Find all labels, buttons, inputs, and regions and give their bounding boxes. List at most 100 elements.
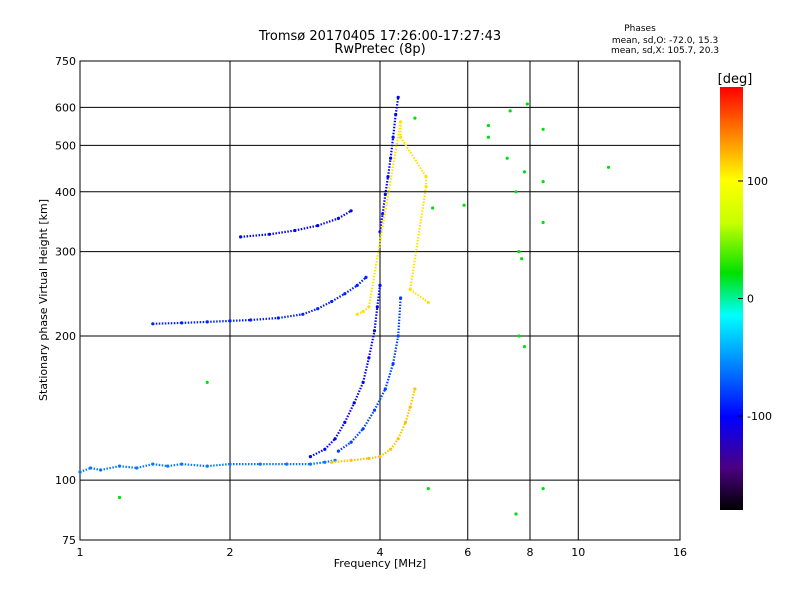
data-point-s8-6 bbox=[486, 135, 490, 139]
trace-segment-s2-7 bbox=[397, 297, 402, 337]
data-point-s8-4 bbox=[541, 487, 545, 491]
trace-segment-s6-4 bbox=[386, 158, 392, 177]
y-tick-label: 750 bbox=[55, 55, 76, 68]
trace-segment-s5-5 bbox=[337, 209, 352, 220]
trace-segment-s4-11 bbox=[356, 276, 367, 287]
trace-segment-s2-3 bbox=[362, 409, 376, 430]
y-tick-label: 500 bbox=[55, 139, 76, 152]
trace-segment-s0-9 bbox=[207, 463, 231, 468]
scatter-points bbox=[78, 95, 611, 516]
trace-segment-s4-9 bbox=[331, 292, 346, 303]
trace-segment-s7-2 bbox=[362, 306, 370, 313]
data-point-s5-5 bbox=[349, 209, 353, 213]
trace-segment-s7-5 bbox=[399, 136, 428, 178]
y-tick-label: 300 bbox=[55, 246, 76, 259]
colorbar-tick-label: 100 bbox=[747, 175, 768, 188]
data-point-s8-19 bbox=[431, 206, 435, 210]
trace-segment-s6-5 bbox=[389, 137, 395, 159]
colorbar-tick-label: -100 bbox=[747, 410, 772, 423]
trace-segment-s4-10 bbox=[344, 284, 358, 295]
y-axis-label: Stationary phase Virtual Height [km] bbox=[37, 199, 50, 401]
trace-segment-s7-7 bbox=[409, 186, 428, 290]
trace-segment-s5-4 bbox=[317, 217, 339, 227]
trace-segment-s3-4 bbox=[379, 448, 392, 458]
trace-segment-s1-1 bbox=[309, 448, 326, 458]
data-point-s8-5 bbox=[486, 123, 490, 128]
x-tick-label: 2 bbox=[227, 546, 234, 559]
trace-segment-s4-7 bbox=[302, 307, 319, 316]
trace-segment-s1-2 bbox=[324, 438, 336, 451]
grid-lines bbox=[80, 61, 680, 540]
data-point-s8-20 bbox=[462, 203, 466, 207]
legend-line-x: mean, sd,X: 105.7, 20.3 bbox=[611, 46, 719, 56]
x-tick-label: 8 bbox=[527, 546, 534, 559]
trace-segment-s5-1 bbox=[240, 233, 270, 238]
data-point-s8-21 bbox=[514, 190, 518, 194]
trace-segment-s7-8 bbox=[409, 288, 429, 304]
data-point-s8-0 bbox=[117, 495, 122, 500]
colorbar-ticks: 100 0 -100 bbox=[738, 175, 772, 423]
data-point-s8-8 bbox=[525, 102, 529, 106]
trace-segment-s3-8 bbox=[409, 388, 416, 408]
data-point-s8-2 bbox=[426, 487, 430, 491]
trace-segment-s1-6 bbox=[362, 357, 370, 383]
trace-segment-s1-3 bbox=[334, 421, 346, 440]
data-point-s8-11 bbox=[522, 170, 527, 174]
x-tick-label: 6 bbox=[464, 546, 471, 559]
chart-subtitle: RwPretec (8p) bbox=[334, 42, 425, 57]
legend-line-o: mean, sd,O: -72.0, 15.3 bbox=[612, 36, 718, 46]
colorbar-label: [deg] bbox=[718, 72, 753, 87]
y-tick-label: 400 bbox=[55, 186, 76, 199]
trace-segment-s1-4 bbox=[343, 402, 356, 423]
data-point-s8-10 bbox=[505, 156, 509, 160]
data-point-s8-7 bbox=[508, 109, 512, 113]
trace-segment-s4-2 bbox=[181, 320, 208, 324]
data-point-s8-13 bbox=[517, 250, 521, 254]
trace-segment-s4-1 bbox=[152, 321, 182, 325]
y-tick-label: 100 bbox=[55, 474, 76, 487]
x-tick-label: 16 bbox=[673, 546, 687, 559]
trace-segment-s1-8 bbox=[373, 306, 379, 331]
y-tick-label: 600 bbox=[55, 101, 76, 114]
trace-segment-s4-6 bbox=[278, 313, 303, 320]
x-tick-label: 4 bbox=[377, 546, 384, 559]
trace-segment-s6-6 bbox=[392, 114, 397, 138]
trace-segment-s1-5 bbox=[353, 381, 365, 404]
trace-segment-s6-2 bbox=[381, 194, 387, 214]
data-point-s8-9 bbox=[541, 127, 545, 131]
colorbar-tick-label: 0 bbox=[747, 293, 754, 306]
data-point-s8-18 bbox=[606, 165, 611, 169]
x-axis-ticks: 1 2 4 6 8 10 16 bbox=[77, 546, 688, 559]
trace-segment-s6-1 bbox=[378, 213, 384, 232]
trace-segment-s0-6 bbox=[152, 463, 168, 468]
trace-segment-s3-5 bbox=[389, 438, 400, 450]
trace-segment-s4-3 bbox=[207, 319, 231, 323]
data-point-s8-3 bbox=[514, 512, 518, 516]
data-point-s8-1 bbox=[205, 380, 209, 384]
legend-title: Phases bbox=[624, 24, 656, 34]
data-point-s8-14 bbox=[520, 257, 524, 261]
x-tick-label: 1 bbox=[77, 546, 84, 559]
trace-segment-s4-4 bbox=[229, 318, 251, 322]
trace-segment-s0-8 bbox=[181, 463, 208, 468]
trace-segment-s2-4 bbox=[373, 388, 387, 411]
trace-segment-s3-7 bbox=[404, 406, 412, 423]
x-axis-label: Frequency [MHz] bbox=[334, 557, 426, 570]
trace-segment-s0-7 bbox=[167, 463, 182, 468]
trace-segment-s1-9 bbox=[376, 285, 382, 308]
trace-segment-s2-1 bbox=[337, 441, 352, 453]
data-point-s4-11 bbox=[364, 275, 368, 279]
data-point-s8-12 bbox=[541, 180, 545, 184]
trace-segment-s0-13 bbox=[310, 461, 325, 466]
data-point-s8-17 bbox=[541, 220, 545, 225]
data-point-s8-22 bbox=[413, 116, 417, 120]
colorbar bbox=[720, 87, 743, 510]
trace-segment-s7-3 bbox=[367, 121, 402, 308]
trace-segment-s0-3 bbox=[100, 465, 120, 472]
data-point-s8-16 bbox=[517, 334, 521, 338]
trace-segment-s2-5 bbox=[384, 363, 395, 390]
trace-segment-s3-3 bbox=[368, 455, 381, 460]
chart-title: Tromsø 20170405 17:26:00-17:27:43 bbox=[258, 29, 501, 44]
trace-segment-s5-2 bbox=[269, 229, 296, 236]
